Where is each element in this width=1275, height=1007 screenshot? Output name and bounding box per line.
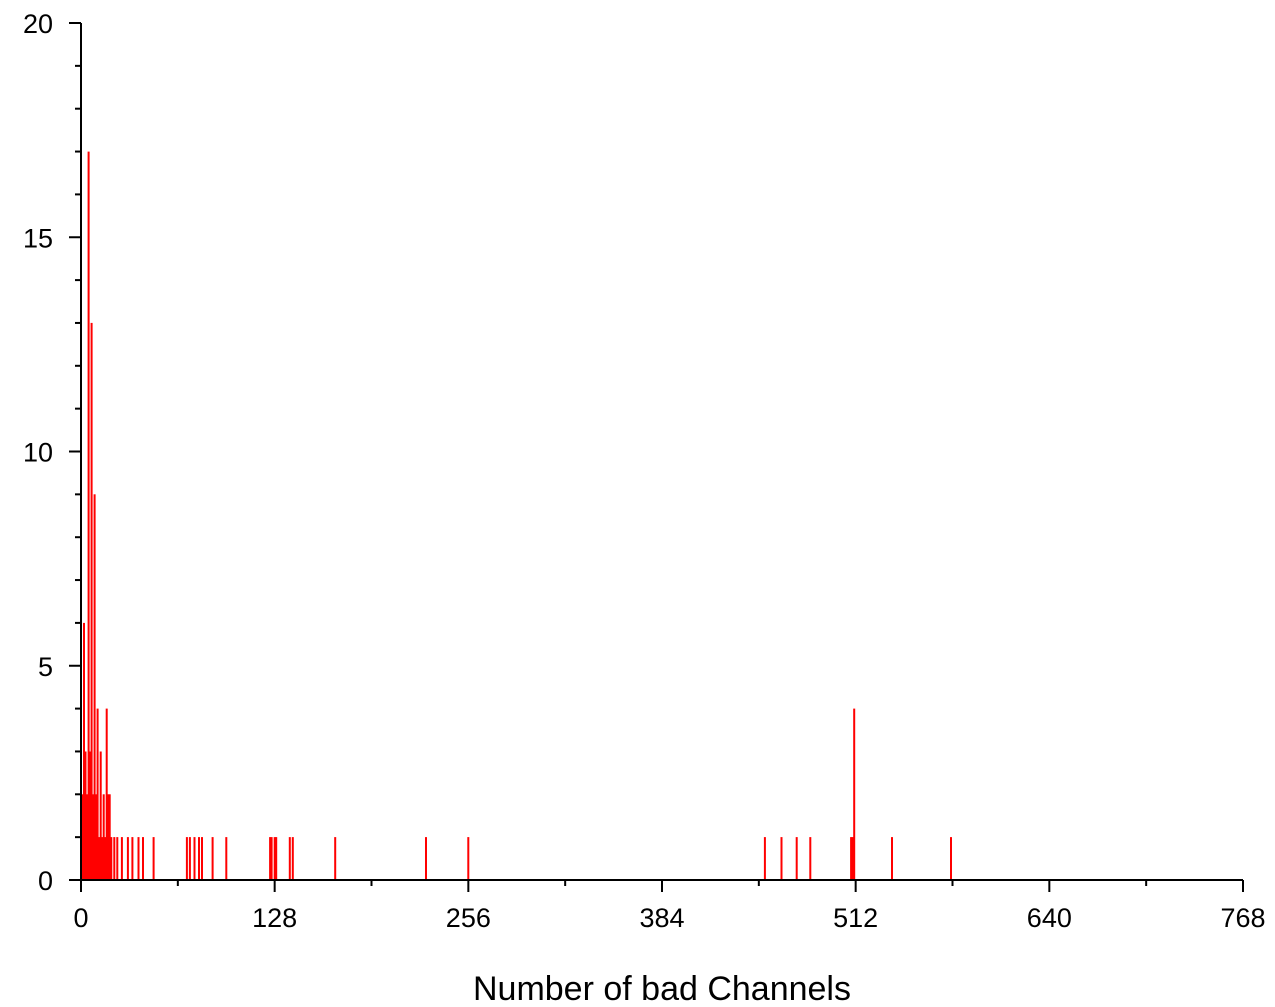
bar xyxy=(950,837,952,880)
bar xyxy=(288,837,291,880)
x-tick-label: 768 xyxy=(1220,903,1265,933)
x-tick-label: 0 xyxy=(73,903,88,933)
bar xyxy=(81,794,84,880)
x-tick-label: 128 xyxy=(252,903,297,933)
bar xyxy=(142,837,144,880)
bar xyxy=(116,837,119,880)
bar xyxy=(291,837,294,880)
bar xyxy=(198,837,200,880)
bar xyxy=(93,494,96,880)
y-tick-label: 20 xyxy=(23,9,53,39)
bar-group xyxy=(81,151,952,881)
bar xyxy=(107,794,110,880)
y-tick-label: 15 xyxy=(23,223,53,253)
bar xyxy=(87,151,90,881)
x-tick-label: 384 xyxy=(639,903,684,933)
bar xyxy=(273,837,276,880)
bar xyxy=(98,837,101,880)
axis-ticks xyxy=(69,22,1244,892)
bar xyxy=(809,837,812,880)
bar xyxy=(225,837,228,880)
bar xyxy=(99,751,102,880)
bar xyxy=(853,708,856,880)
bar xyxy=(269,837,272,880)
bar xyxy=(95,794,98,880)
bar xyxy=(83,622,85,880)
bar xyxy=(126,837,129,880)
y-tick-label: 10 xyxy=(23,438,53,468)
x-axis-label: Number of bad Channels xyxy=(473,970,851,1007)
bar xyxy=(113,837,116,880)
bar xyxy=(850,837,853,880)
bar xyxy=(86,794,89,880)
bar xyxy=(780,837,783,880)
bar xyxy=(211,837,214,880)
bar xyxy=(275,837,278,880)
bar xyxy=(152,837,155,880)
bar xyxy=(795,837,798,880)
bar xyxy=(105,708,108,880)
bar xyxy=(334,837,337,880)
bar xyxy=(467,837,470,880)
x-tick-label: 256 xyxy=(446,903,491,933)
bar xyxy=(137,837,140,880)
bar xyxy=(84,751,87,880)
y-tick-label: 5 xyxy=(38,652,53,682)
x-tick-label: 640 xyxy=(1027,903,1072,933)
bar xyxy=(120,837,123,880)
bar xyxy=(193,837,196,880)
bar xyxy=(185,837,188,880)
bar xyxy=(131,837,134,880)
bar xyxy=(110,837,113,880)
bar xyxy=(102,794,105,880)
bar xyxy=(851,837,854,880)
bar xyxy=(891,837,893,880)
y-tick-label: 0 xyxy=(38,866,53,896)
bar xyxy=(90,322,93,880)
tick-labels: 0 128 256 384 512 640 768 0 5 10 15 20 xyxy=(23,9,1266,933)
bar xyxy=(92,794,95,880)
x-tick-label: 512 xyxy=(833,903,878,933)
bar xyxy=(270,837,273,880)
bar xyxy=(425,837,427,880)
bar xyxy=(101,837,104,880)
bar xyxy=(89,751,92,880)
bar xyxy=(96,708,99,880)
bar xyxy=(108,794,111,880)
bar xyxy=(104,837,107,880)
bar xyxy=(201,837,203,880)
bar xyxy=(763,837,766,880)
bar xyxy=(188,837,191,880)
